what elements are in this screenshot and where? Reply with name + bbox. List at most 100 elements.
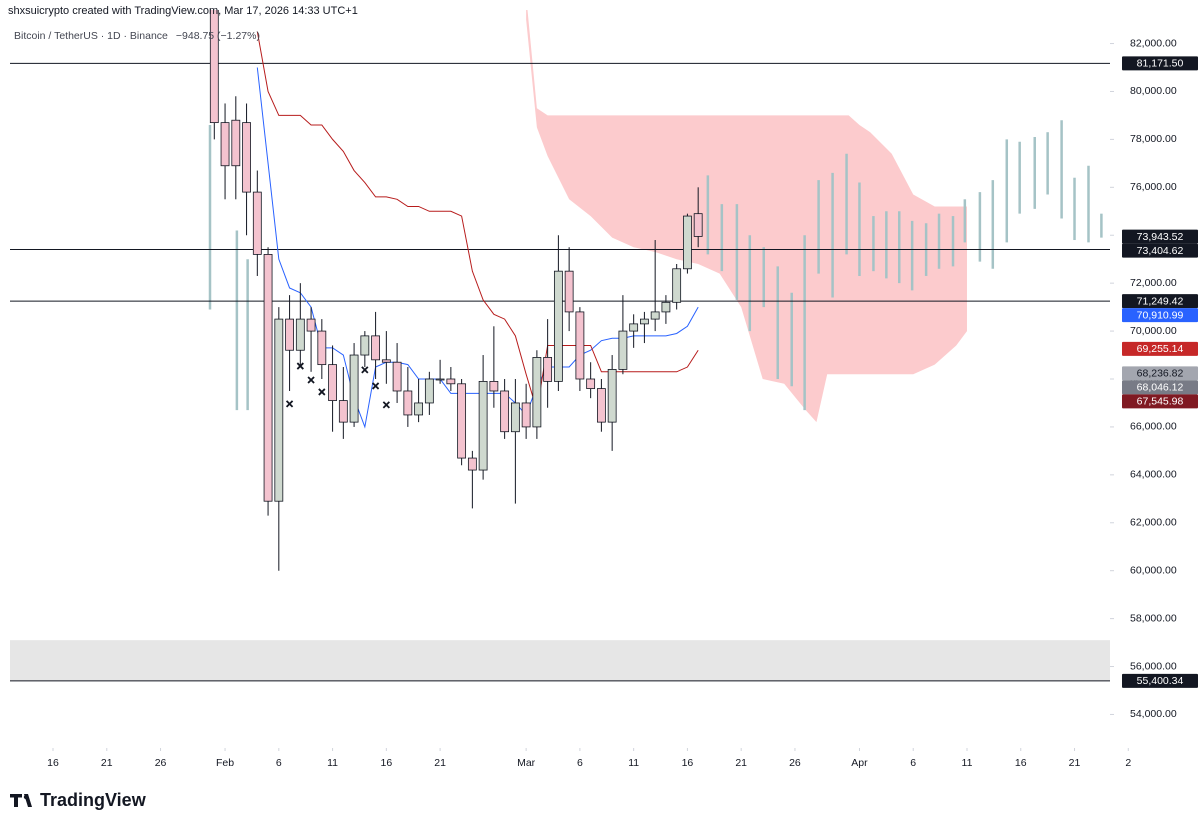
price-label-bg: [1122, 341, 1198, 356]
y-tick-label: 76,000.00: [1130, 181, 1177, 193]
candle-body: [295, 318, 305, 351]
candle-body: [403, 390, 413, 416]
price-label: 71,249.42: [1137, 295, 1184, 307]
candle-body: [457, 383, 467, 459]
cross-marker: [285, 400, 294, 408]
candle-body: [360, 335, 370, 356]
y-tick-label: 82,000.00: [1130, 37, 1177, 49]
candle-body: [317, 330, 327, 366]
price-label: 73,943.52: [1137, 231, 1184, 243]
footer-brand: TradingView: [40, 790, 147, 810]
y-tick-label: 64,000.00: [1130, 469, 1177, 481]
candle-body: [564, 270, 574, 313]
x-tick-label: Apr: [851, 757, 868, 769]
candle-body: [392, 361, 402, 392]
x-tick-label: Mar: [517, 757, 536, 769]
indicator-line: [256, 31, 699, 411]
price-label: 70,910.99: [1137, 309, 1184, 321]
zone-band: [10, 640, 1110, 681]
candle-body: [596, 388, 606, 423]
price-label-bg: [1122, 394, 1198, 409]
candle-body: [414, 402, 424, 416]
x-tick-label: 26: [789, 757, 801, 769]
price-label-bg: [1122, 366, 1198, 381]
candle-body: [478, 380, 488, 471]
candle-body: [693, 213, 703, 237]
candle-body: [242, 122, 251, 193]
y-tick-label: 58,000.00: [1130, 612, 1177, 624]
candle-body: [510, 402, 520, 433]
x-tick-label: 6: [276, 757, 282, 769]
logo-dot: [23, 794, 29, 800]
price-label-bg: [1122, 673, 1198, 688]
y-tick-label: 70,000.00: [1130, 325, 1177, 337]
candle-body: [629, 323, 639, 332]
x-tick-label: 6: [577, 757, 583, 769]
x-tick-label: Feb: [216, 757, 234, 769]
candle-body: [661, 301, 671, 313]
candle-body: [252, 191, 262, 255]
candle-body: [543, 357, 553, 382]
candle-body: [338, 400, 348, 423]
candle-body: [381, 359, 391, 363]
price-label-bg: [1122, 229, 1198, 244]
candle-body: [349, 354, 359, 423]
price-label: 68,046.12: [1137, 382, 1184, 394]
candle-body: [672, 268, 682, 303]
logo-icon: [10, 794, 32, 807]
candle-body: [500, 390, 510, 433]
candle-body: [424, 378, 434, 404]
cloud: [526, 10, 967, 423]
candle-body: [220, 122, 230, 167]
cross-marker: [318, 388, 326, 396]
candle-body: [618, 330, 628, 370]
price-label-bg: [1122, 56, 1198, 71]
candle-body: [586, 378, 596, 389]
x-tick-label: 26: [155, 757, 167, 769]
logo: [10, 794, 32, 807]
x-tick-label: 11: [962, 757, 973, 769]
candle-body: [328, 364, 337, 401]
y-tick-label: 66,000.00: [1130, 421, 1177, 433]
plot-area: [10, 10, 1110, 682]
candle-body: [467, 457, 477, 471]
x-tick-label: 16: [381, 757, 393, 769]
cross-marker: [382, 401, 390, 409]
y-tick-label: 54,000.00: [1130, 708, 1177, 720]
x-tick-label: 6: [910, 757, 916, 769]
price-label: 67,545.98: [1137, 396, 1184, 408]
x-tick-label: 11: [327, 757, 338, 769]
cross-marker: [371, 382, 380, 390]
candle-body: [435, 378, 445, 381]
price-label: 69,255.14: [1137, 343, 1184, 355]
price-label: 73,404.62: [1137, 245, 1184, 257]
y-tick-label: 62,000.00: [1130, 517, 1177, 529]
x-tick-label: 21: [735, 757, 747, 769]
candle-body: [575, 311, 585, 380]
price-label: 68,236.82: [1137, 368, 1184, 380]
x-tick-label: 16: [47, 757, 59, 769]
price-label: 81,171.50: [1137, 58, 1184, 70]
candle-body: [371, 335, 380, 361]
price-label-bg: [1122, 308, 1198, 323]
x-tick-label: 21: [1069, 757, 1081, 769]
y-tick-label: 78,000.00: [1130, 133, 1177, 145]
candle-body: [650, 311, 660, 320]
price-label: 55,400.34: [1137, 675, 1184, 687]
y-tick-label: 80,000.00: [1130, 85, 1177, 97]
candle-body: [532, 357, 542, 428]
candle-body: [553, 270, 563, 382]
y-tick-label: 72,000.00: [1130, 277, 1177, 289]
price-label-bg: [1122, 294, 1198, 309]
candle-body: [306, 318, 316, 332]
x-tick-label: 21: [101, 757, 113, 769]
candle-body: [446, 378, 456, 385]
x-tick-label: 16: [1015, 757, 1027, 769]
candle-body: [285, 318, 294, 351]
price-label-bg: [1122, 380, 1198, 395]
candle-body: [231, 119, 241, 167]
y-tick-label: 56,000.00: [1130, 660, 1177, 672]
axes: 54,000.00 56,000.00 58,000.00 60,000.00 62,0…: [47, 37, 1198, 769]
candle-body: [489, 380, 499, 392]
